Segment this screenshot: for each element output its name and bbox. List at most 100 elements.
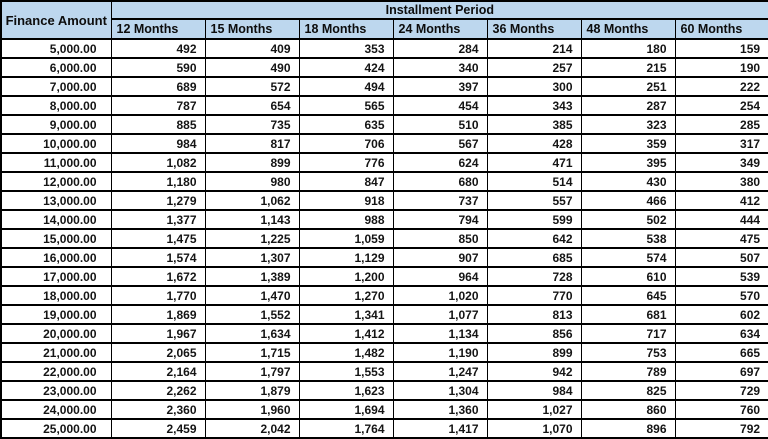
value-cell: 1,879 [204,380,300,401]
value-cell: 1,020 [392,285,488,306]
value-cell: 510 [392,114,488,135]
amount-cell: 5,000.00 [0,38,112,59]
value-cell: 1,082 [110,152,206,173]
value-cell: 1,770 [110,285,206,306]
value-cell: 340 [392,57,488,78]
amount-cell: 18,000.00 [0,285,112,306]
value-cell: 776 [298,152,394,173]
value-cell: 850 [392,228,488,249]
value-cell: 1,377 [110,209,206,230]
value-cell: 980 [204,171,300,192]
value-cell: 572 [204,76,300,97]
table-row: 11,000.00 1,082 899 776 624 471 395 349 [0,152,768,173]
value-cell: 697 [674,361,768,382]
value-cell: 1,967 [110,323,206,344]
value-cell: 514 [486,171,582,192]
value-cell: 813 [486,304,582,325]
value-cell: 190 [674,57,768,78]
value-cell: 825 [580,380,676,401]
amount-cell: 13,000.00 [0,190,112,211]
table-header: Finance Amount Installment Period 12 Mon… [0,0,768,40]
table-row: 21,000.00 2,065 1,715 1,482 1,190 899 753 665 [0,342,768,363]
installment-period-header: Installment Period [110,0,768,20]
value-cell: 565 [298,95,394,116]
value-cell: 1,129 [298,247,394,268]
amount-cell: 7,000.00 [0,76,112,97]
table-row: 13,000.00 1,279 1,062 918 737 557 466 412 [0,190,768,211]
value-cell: 2,042 [204,418,300,439]
value-cell: 899 [204,152,300,173]
value-cell: 1,797 [204,361,300,382]
value-cell: 254 [674,95,768,116]
value-cell: 792 [674,418,768,439]
amount-cell: 22,000.00 [0,361,112,382]
value-cell: 847 [298,171,394,192]
month-header-18: 18 Months [298,18,394,40]
value-cell: 717 [580,323,676,344]
value-cell: 1,552 [204,304,300,325]
value-cell: 896 [580,418,676,439]
value-cell: 424 [298,57,394,78]
month-header-60: 60 Months [674,18,768,40]
value-cell: 1,304 [392,380,488,401]
value-cell: 159 [674,38,768,59]
value-cell: 706 [298,133,394,154]
value-cell: 856 [486,323,582,344]
value-cell: 1,623 [298,380,394,401]
value-cell: 343 [486,95,582,116]
value-cell: 635 [298,114,394,135]
value-cell: 539 [674,266,768,287]
value-cell: 1,634 [204,323,300,344]
amount-cell: 10,000.00 [0,133,112,154]
amount-cell: 6,000.00 [0,57,112,78]
value-cell: 907 [392,247,488,268]
value-cell: 257 [486,57,582,78]
value-cell: 1,417 [392,418,488,439]
value-cell: 574 [580,247,676,268]
value-cell: 507 [674,247,768,268]
value-cell: 1,715 [204,342,300,363]
value-cell: 502 [580,209,676,230]
value-cell: 654 [204,95,300,116]
value-cell: 397 [392,76,488,97]
value-cell: 665 [674,342,768,363]
value-cell: 1,389 [204,266,300,287]
value-cell: 557 [486,190,582,211]
table-row: 14,000.00 1,377 1,143 988 794 599 502 444 [0,209,768,230]
value-cell: 685 [486,247,582,268]
value-cell: 300 [486,76,582,97]
value-cell: 988 [298,209,394,230]
value-cell: 737 [392,190,488,211]
value-cell: 471 [486,152,582,173]
value-cell: 1,200 [298,266,394,287]
value-cell: 1,412 [298,323,394,344]
amount-cell: 25,000.00 [0,418,112,439]
value-cell: 634 [674,323,768,344]
value-cell: 180 [580,38,676,59]
table-row: 5,000.00 492 409 353 284 214 180 159 [0,38,768,59]
table-row: 16,000.00 1,574 1,307 1,129 907 685 574 507 [0,247,768,268]
amount-cell: 16,000.00 [0,247,112,268]
value-cell: 2,459 [110,418,206,439]
value-cell: 222 [674,76,768,97]
amount-cell: 19,000.00 [0,304,112,325]
value-cell: 728 [486,266,582,287]
value-cell: 287 [580,95,676,116]
value-cell: 2,164 [110,361,206,382]
value-cell: 885 [110,114,206,135]
value-cell: 380 [674,171,768,192]
value-cell: 610 [580,266,676,287]
month-header-48: 48 Months [580,18,676,40]
value-cell: 770 [486,285,582,306]
table-row: 18,000.00 1,770 1,470 1,270 1,020 770 645 570 [0,285,768,306]
table-row: 9,000.00 885 735 635 510 385 323 285 [0,114,768,135]
value-cell: 567 [392,133,488,154]
value-cell: 1,190 [392,342,488,363]
amount-cell: 24,000.00 [0,399,112,420]
value-cell: 2,065 [110,342,206,363]
value-cell: 1,360 [392,399,488,420]
amount-cell: 9,000.00 [0,114,112,135]
value-cell: 735 [204,114,300,135]
value-cell: 1,574 [110,247,206,268]
